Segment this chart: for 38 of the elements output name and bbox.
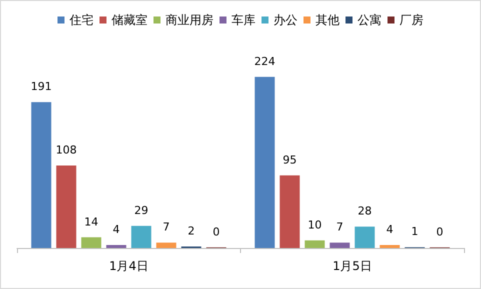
- legend-label: 住宅: [68, 13, 94, 27]
- bar: [156, 242, 176, 248]
- legend-label: 其他: [316, 13, 340, 27]
- bar: [31, 102, 52, 248]
- legend-label: 厂房: [400, 13, 424, 27]
- data-label: 7: [336, 220, 344, 234]
- data-label: 10: [308, 218, 322, 232]
- data-label: 0: [436, 225, 444, 238]
- legend-label: 储藏室: [112, 13, 148, 27]
- data-label: 2: [188, 224, 195, 238]
- data-label: 1: [411, 225, 418, 238]
- bar: [81, 237, 102, 248]
- bar: [354, 226, 375, 248]
- bar: [304, 240, 325, 248]
- bar: [280, 175, 300, 248]
- data-label: 29: [134, 204, 148, 217]
- data-label: 4: [386, 222, 394, 236]
- data-label: 191: [30, 80, 52, 94]
- legend-label: 办公: [274, 13, 298, 27]
- data-label: 28: [358, 204, 372, 218]
- legend-label: 公寓: [358, 13, 382, 27]
- data-label: 224: [254, 54, 276, 68]
- bar: [380, 244, 400, 248]
- x-tick-label: 1月5日: [332, 259, 372, 273]
- bar: [106, 244, 126, 248]
- data-label: 14: [84, 215, 98, 228]
- x-tick-label: 1月4日: [109, 259, 148, 273]
- bar: [254, 76, 275, 248]
- bar: [131, 226, 152, 248]
- legend-label: 商业用房: [166, 13, 214, 27]
- data-label: 108: [56, 143, 77, 156]
- data-label: 0: [212, 225, 220, 238]
- bar: [56, 165, 76, 248]
- data-label: 4: [112, 222, 120, 236]
- data-label: 7: [162, 220, 170, 234]
- data-label: 95: [282, 153, 297, 166]
- bar: [330, 242, 350, 248]
- legend-label: 车库: [232, 13, 256, 27]
